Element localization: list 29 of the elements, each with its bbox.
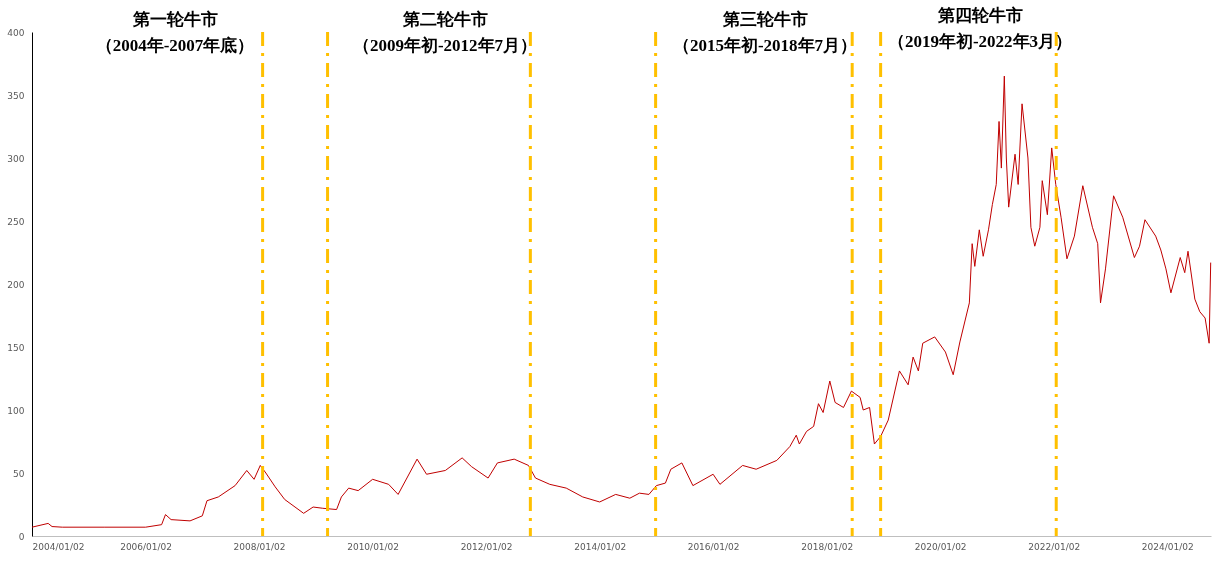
y-tick-label: 300 <box>7 153 25 164</box>
annotation: （2004年-2007年底） <box>95 35 255 57</box>
x-tick-label: 2020/01/02 <box>914 541 967 552</box>
y-tick-label: 100 <box>7 405 25 416</box>
annotation: （2015年初-2018年7月） <box>672 35 858 57</box>
x-tick-label: 2016/01/02 <box>687 541 740 552</box>
x-tick-label: 2022/01/02 <box>1028 541 1081 552</box>
x-tick-label: 2014/01/02 <box>574 541 627 552</box>
text: 第三轮牛市 <box>722 9 808 31</box>
line-series <box>31 75 1212 528</box>
text: 第二轮牛市 <box>402 9 488 31</box>
y-tick-label: 250 <box>7 216 25 227</box>
x-tick-label: 2008/01/02 <box>233 541 286 552</box>
x-tick-label: 2006/01/02 <box>120 541 173 552</box>
y-tick-label: 200 <box>7 279 25 290</box>
y-tick-label: 400 <box>7 27 25 38</box>
y-tick-label: 0 <box>18 531 25 542</box>
y-tick-label: 50 <box>13 468 25 479</box>
x-tick-label: 2012/01/02 <box>460 541 513 552</box>
x-tick-label: 2004/01/02 <box>32 541 85 552</box>
text: 第一轮牛市 <box>132 9 218 31</box>
x-tick-label: 2024/01/02 <box>1141 541 1194 552</box>
annotation: （2019年初-2022年3月） <box>887 31 1073 53</box>
annotation: （2009年初-2012年7月） <box>352 35 538 57</box>
y-tick-label: 150 <box>7 342 25 353</box>
y-tick-label: 350 <box>7 90 25 101</box>
x-tick-label: 2010/01/02 <box>347 541 400 552</box>
x-tick-label: 2018/01/02 <box>801 541 854 552</box>
text: 第四轮牛市 <box>937 5 1023 27</box>
